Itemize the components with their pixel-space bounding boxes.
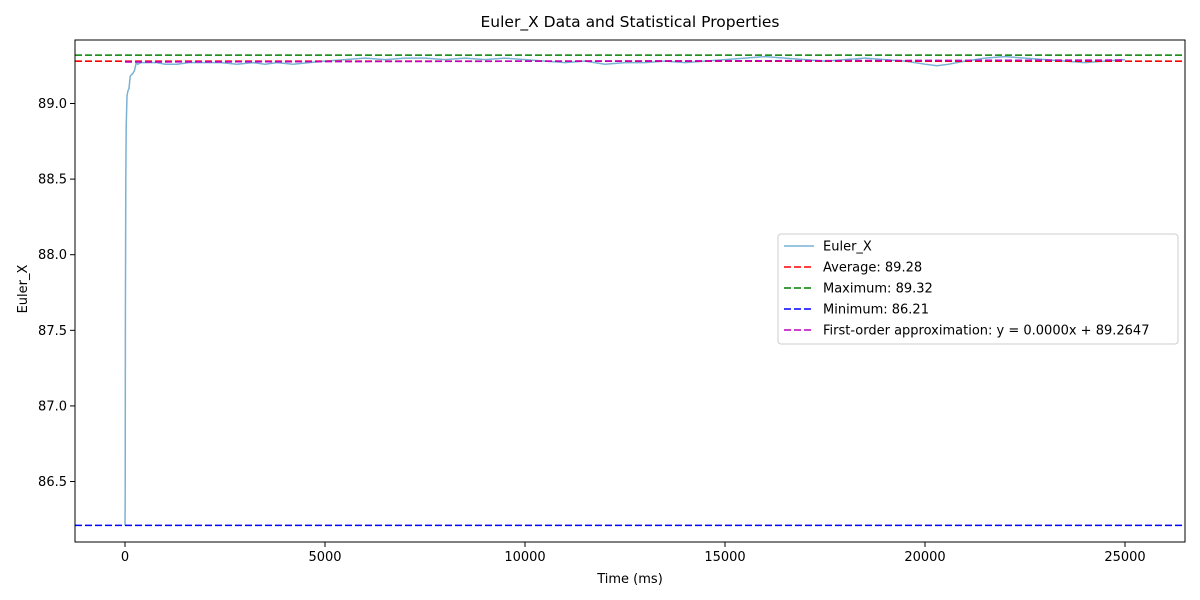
- y-tick-label: 88.5: [38, 173, 67, 188]
- y-axis-title: Euler_X: [16, 265, 31, 314]
- series-group: [75, 54, 1185, 527]
- axes-frame: [74, 39, 1186, 543]
- x-tick-label: 20000: [904, 550, 945, 565]
- legend-label: Euler_X: [823, 240, 872, 255]
- y-tick-label: 88.0: [38, 248, 67, 263]
- plot-area: [75, 54, 1185, 527]
- y-tick-label: 86.5: [38, 475, 67, 490]
- series-line-0: [124, 55, 1126, 526]
- chart-title: Euler_X Data and Statistical Properties: [481, 13, 780, 32]
- legend-box: [777, 233, 1179, 345]
- series-trendline-4: [124, 59, 1126, 63]
- x-tick-label: 25000: [1104, 550, 1145, 565]
- legend-label: Minimum: 86.21: [823, 303, 929, 318]
- y-tick-label: 89.0: [38, 97, 67, 112]
- x-tick-label: 0: [121, 550, 129, 565]
- legend-label: Maximum: 89.32: [823, 282, 933, 297]
- axes: 0 5000 10000 15000 20000 25000 86.5 87.0 87.5 88.…: [38, 39, 1186, 565]
- y-tick-label: 87.0: [38, 399, 67, 414]
- x-tick-label: 5000: [308, 550, 341, 565]
- legend-label: First-order approximation: y = 0.0000x +…: [823, 324, 1149, 339]
- legend: Euler_X Average: 89.28 Maximum: 89.32 Minim…: [777, 233, 1179, 345]
- x-tick-label: 15000: [704, 550, 745, 565]
- x-axis-title: Time (ms): [596, 572, 663, 587]
- legend-label: Average: 89.28: [823, 261, 922, 276]
- y-tick-label: 87.5: [38, 324, 67, 339]
- x-tick-label: 10000: [504, 550, 545, 565]
